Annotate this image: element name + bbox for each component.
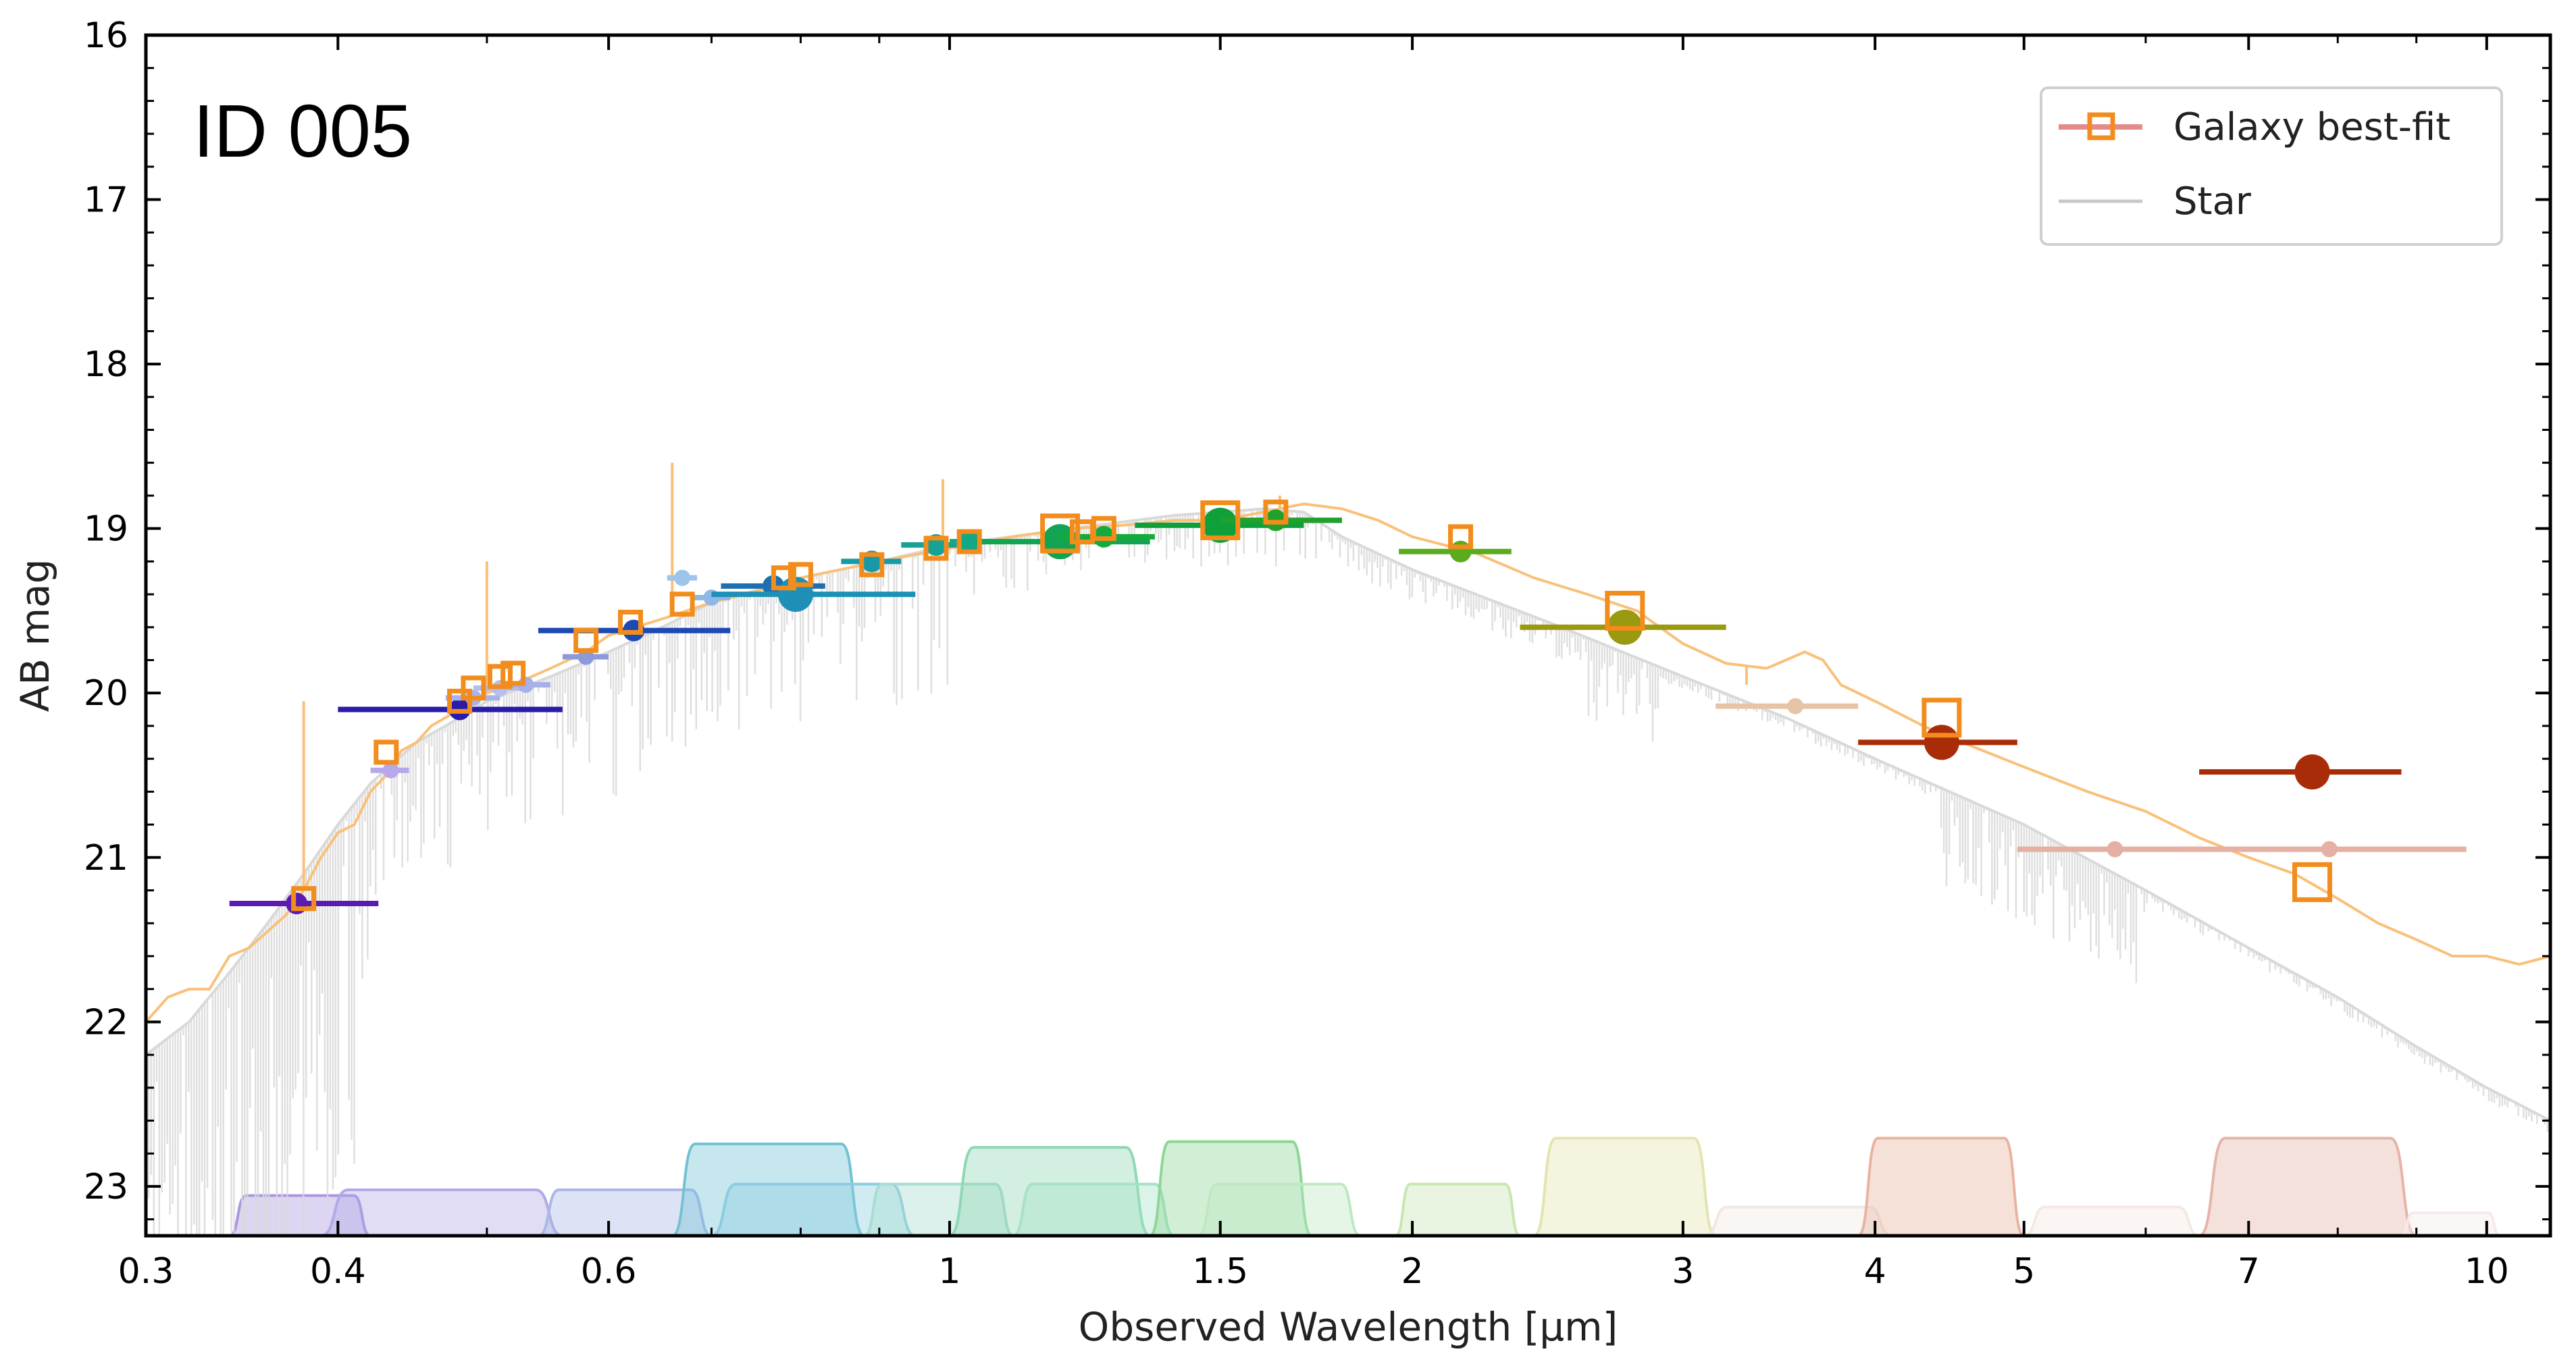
x-tick-label: 2 <box>1401 1251 1424 1292</box>
model-photometry-square <box>956 529 982 554</box>
plot-frame <box>144 33 2552 1238</box>
filter-curve <box>320 1188 563 1236</box>
observed-point <box>1787 698 1804 714</box>
observed-point <box>1449 540 1472 563</box>
model-photometry-square <box>669 592 695 617</box>
model-photometry-square <box>461 675 486 701</box>
model-photometry <box>291 499 2332 912</box>
filter-curve <box>2024 1205 2200 1236</box>
model-photometry-square <box>788 562 813 587</box>
id-annotation: ID 005 <box>193 90 412 173</box>
y-axis-label: AB mag <box>12 559 58 712</box>
x-axis-label: Observed Wavelength [μm] <box>1079 1304 1618 1350</box>
filter-curve <box>1857 1136 2025 1236</box>
observed-point <box>1924 725 1959 760</box>
model-photometry-square <box>923 535 949 561</box>
model-photometry-square <box>573 627 599 653</box>
model-photometry-square <box>1605 590 1645 631</box>
model-photometry-square <box>500 660 526 686</box>
y-tick-label: 20 <box>84 673 128 714</box>
x-tick-label: 0.6 <box>581 1251 637 1292</box>
filter-curve <box>2198 1136 2417 1236</box>
filter-curve <box>1012 1182 1175 1236</box>
model-photometry-square <box>2292 862 2332 902</box>
model-photometry-square <box>447 688 473 714</box>
model-photometry-square <box>1091 516 1116 542</box>
model-photometry-square <box>291 886 317 912</box>
observed-point <box>958 531 981 553</box>
x-tick-label: 3 <box>1672 1251 1694 1292</box>
x-tick-label: 1 <box>938 1251 960 1292</box>
model-photometry-square <box>373 739 399 765</box>
model-photometry-square <box>1040 513 1081 554</box>
y-tick-label: 17 <box>84 180 128 221</box>
y-tick-label: 18 <box>84 344 128 385</box>
model-photometry-square <box>1263 499 1289 525</box>
observed-point <box>382 762 399 779</box>
filter-curve <box>538 1188 713 1236</box>
observed-point <box>2107 841 2123 858</box>
x-tick-label: 4 <box>1864 1251 1886 1292</box>
model-photometry-square <box>1922 698 1962 738</box>
y-tick-label: 22 <box>84 1002 128 1043</box>
filter-curve <box>863 1182 1014 1236</box>
legend-galaxy-label: Galaxy best-fit <box>2173 105 2450 149</box>
legend-frame <box>2040 86 2503 246</box>
observed-point <box>1202 507 1238 543</box>
filter-curve <box>2400 1211 2501 1236</box>
legend-galaxy-marker <box>2087 112 2115 140</box>
x-tick-label: 10 <box>2465 1251 2509 1292</box>
model-photometry-square <box>859 552 885 577</box>
filter-curve <box>671 1143 865 1236</box>
filter-curve <box>949 1146 1151 1236</box>
y-tick-label: 16 <box>84 16 128 56</box>
x-tick-label: 1.5 <box>1192 1251 1248 1292</box>
observed-point <box>286 893 308 915</box>
y-tick-label: 19 <box>84 509 128 550</box>
filter-curve <box>1149 1140 1312 1236</box>
filter-curve <box>1197 1182 1361 1236</box>
model-photometry-square <box>1448 524 1474 550</box>
x-tick-label: 0.4 <box>310 1251 366 1292</box>
x-tick-label: 0.3 <box>118 1251 174 1292</box>
y-tick-label: 23 <box>84 1167 128 1207</box>
filter-curve <box>1395 1182 1521 1236</box>
legend: Galaxy best-fit Star <box>2040 86 2503 246</box>
model-photometry-square <box>1200 500 1241 541</box>
model-photometry-square <box>617 610 643 635</box>
y-tick-label: 21 <box>84 838 128 879</box>
x-tick-label: 7 <box>2238 1251 2260 1292</box>
model-photometry-square <box>771 565 796 591</box>
observed-point <box>2294 754 2330 790</box>
x-tick-label: 5 <box>2013 1251 2035 1292</box>
filter-curve <box>1704 1205 1892 1236</box>
model-photometry-square <box>487 664 513 689</box>
observed-point <box>674 569 691 586</box>
galaxy-model-line <box>146 502 2550 1023</box>
observed-point <box>2321 841 2338 858</box>
filter-curve <box>1533 1136 1716 1236</box>
filter-curves <box>228 1136 2501 1236</box>
legend-star-label: Star <box>2173 180 2252 224</box>
